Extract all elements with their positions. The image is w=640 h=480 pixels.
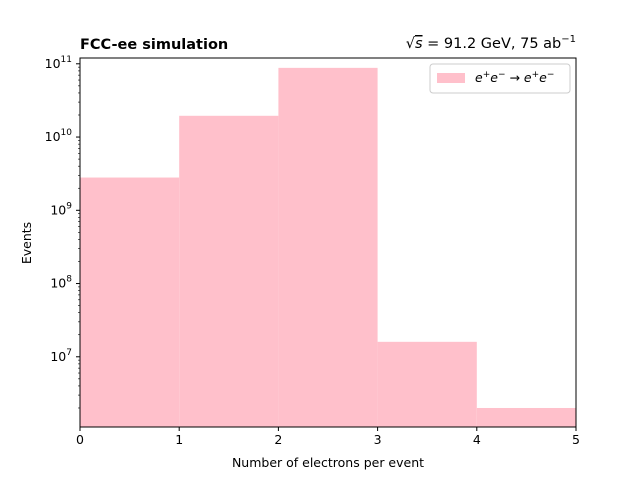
- chart-title-right: √s = 91.2 GeV, 75 ab−1: [406, 34, 576, 52]
- y-tick-label: 107: [50, 348, 72, 364]
- x-tick-label: 3: [374, 432, 382, 447]
- plot-frame: [79, 57, 577, 428]
- legend-label: e+e− → e+e−: [475, 70, 554, 85]
- chart-title-left: FCC-ee simulation: [80, 37, 228, 53]
- y-tick-label: 109: [50, 201, 72, 217]
- y-tick-label: 108: [50, 275, 72, 291]
- y-tick-label: 1010: [45, 128, 73, 144]
- histogram-bar-2: [278, 67, 378, 428]
- x-tick-label: 4: [473, 432, 481, 447]
- histogram-bars: [80, 67, 576, 428]
- x-tick-label: 0: [76, 432, 84, 447]
- y-axis-ticks: 107 108 109 1010 1011: [45, 55, 80, 409]
- legend-swatch: [437, 73, 465, 83]
- histogram-bar-4: [476, 407, 576, 427]
- y-axis-label: Events: [19, 222, 34, 264]
- x-tick-label: 2: [274, 432, 282, 447]
- histogram-bar-3: [377, 341, 477, 427]
- x-tick-label: 1: [175, 432, 183, 447]
- x-axis-ticks: 0 1 2 3 4 5: [76, 427, 580, 447]
- legend: e+e− → e+e−: [429, 63, 571, 94]
- y-tick-label: 1011: [45, 55, 72, 71]
- sqrt-radicand: s: [415, 36, 423, 52]
- histogram-bar-1: [179, 115, 279, 427]
- legend-box: [429, 63, 571, 94]
- x-tick-label: 5: [572, 432, 580, 447]
- x-axis-label: Number of electrons per event: [232, 455, 424, 470]
- histogram-bar-0: [80, 177, 180, 427]
